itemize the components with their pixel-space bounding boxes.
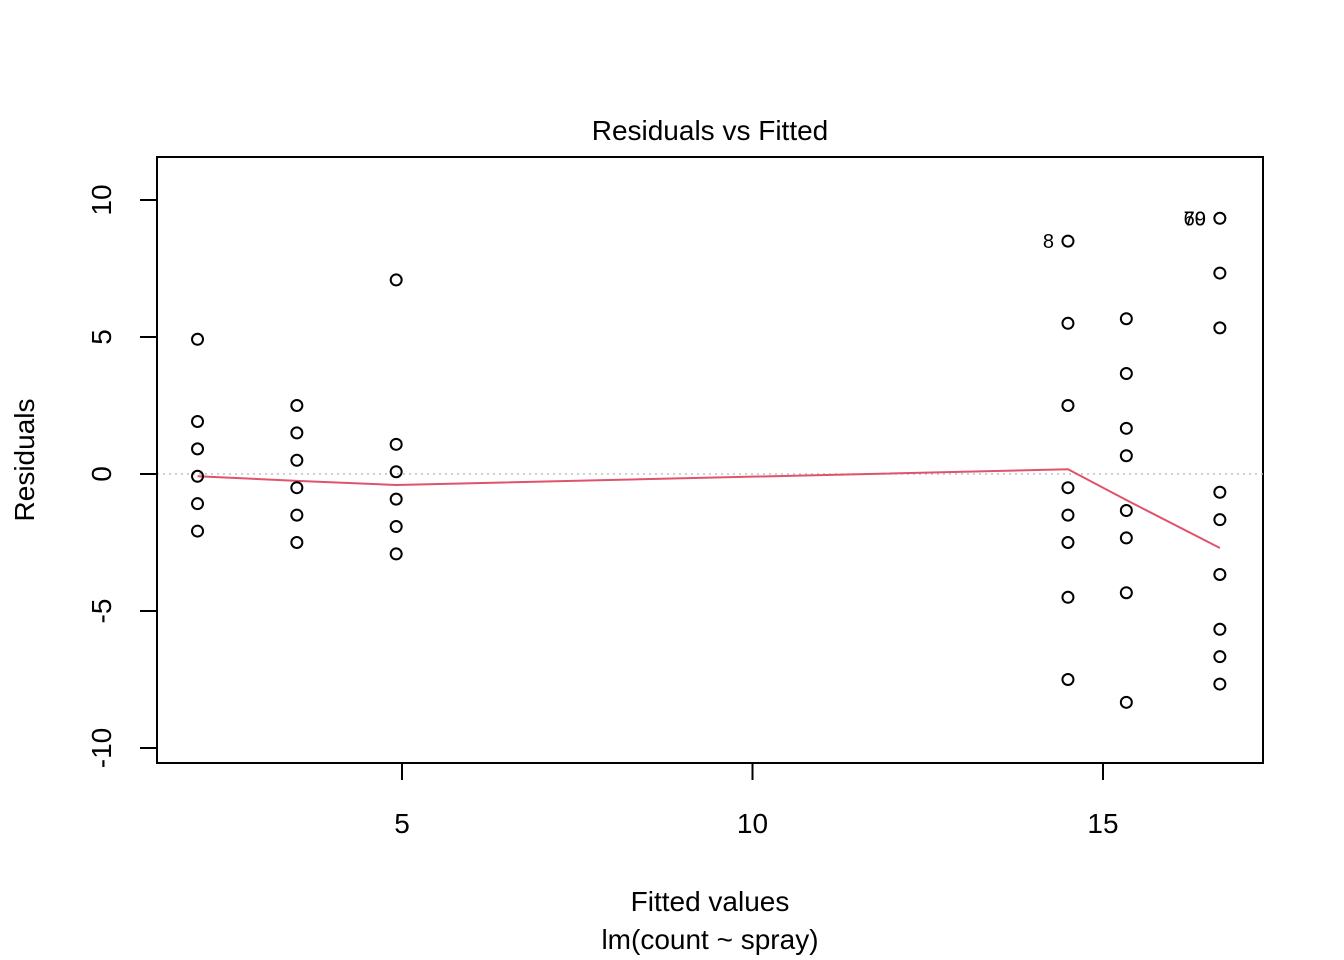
data-point xyxy=(1119,695,1133,709)
data-point xyxy=(1061,536,1075,549)
data-point xyxy=(290,399,304,412)
data-point xyxy=(1119,586,1133,600)
x-tick-label: 15 xyxy=(1087,808,1118,839)
data-point xyxy=(1119,421,1133,435)
x-tick-label: 10 xyxy=(737,808,768,839)
data-point xyxy=(389,547,403,561)
data-point xyxy=(1119,531,1133,545)
data-point xyxy=(389,437,403,451)
point-label: 69 xyxy=(1184,208,1206,230)
data-point xyxy=(191,469,205,483)
data-point xyxy=(1061,673,1075,686)
data-point xyxy=(1213,266,1227,280)
data-point xyxy=(389,492,403,506)
data-point xyxy=(1213,650,1227,664)
y-axis-label: Residuals xyxy=(9,399,40,522)
points-layer xyxy=(191,211,1227,709)
data-point xyxy=(290,481,304,495)
data-point xyxy=(389,465,403,479)
y-axis: -10 -5 0 5 10 xyxy=(86,184,158,768)
data-point xyxy=(191,524,205,538)
x-axis-subtitle: lm(count ~ spray) xyxy=(601,924,818,955)
data-point xyxy=(1061,481,1075,495)
smooth-line-layer xyxy=(197,468,1221,549)
data-point xyxy=(389,520,403,534)
data-point xyxy=(191,497,205,511)
data-point xyxy=(1119,449,1133,463)
data-point xyxy=(1061,316,1075,330)
data-point xyxy=(191,414,205,428)
smooth-line xyxy=(197,468,1221,549)
data-point xyxy=(1213,622,1227,636)
data-point xyxy=(1119,367,1133,381)
data-point xyxy=(1061,234,1075,248)
data-point xyxy=(290,508,304,522)
chart-title: Residuals vs Fitted xyxy=(592,115,829,146)
data-point xyxy=(1119,312,1133,326)
point-label: 8 xyxy=(1043,231,1054,253)
data-point xyxy=(191,442,205,456)
x-axis: 5 10 15 xyxy=(394,762,1119,839)
data-point xyxy=(290,453,304,467)
data-point xyxy=(1213,567,1227,581)
data-point xyxy=(1213,321,1227,335)
data-point xyxy=(290,536,304,549)
y-tick-label: -5 xyxy=(86,599,117,624)
data-point xyxy=(389,273,403,287)
point-label: 70 xyxy=(1184,208,1206,230)
data-point xyxy=(191,332,205,346)
y-tick-label: 5 xyxy=(86,329,117,345)
data-point xyxy=(1061,590,1075,604)
data-point xyxy=(1213,677,1227,691)
y-tick-label: 0 xyxy=(86,466,117,482)
data-point xyxy=(1061,508,1075,522)
data-point xyxy=(1061,399,1075,412)
data-point xyxy=(1213,485,1227,499)
plot-frame xyxy=(156,156,1264,764)
y-tick-label: 10 xyxy=(86,184,117,215)
x-tick-label: 5 xyxy=(394,808,410,839)
y-tick-label: -10 xyxy=(86,728,117,768)
data-point xyxy=(1213,513,1227,527)
data-point xyxy=(1119,504,1133,518)
x-axis-label: Fitted values xyxy=(631,886,790,917)
data-point xyxy=(1213,211,1227,225)
data-point xyxy=(290,426,304,440)
